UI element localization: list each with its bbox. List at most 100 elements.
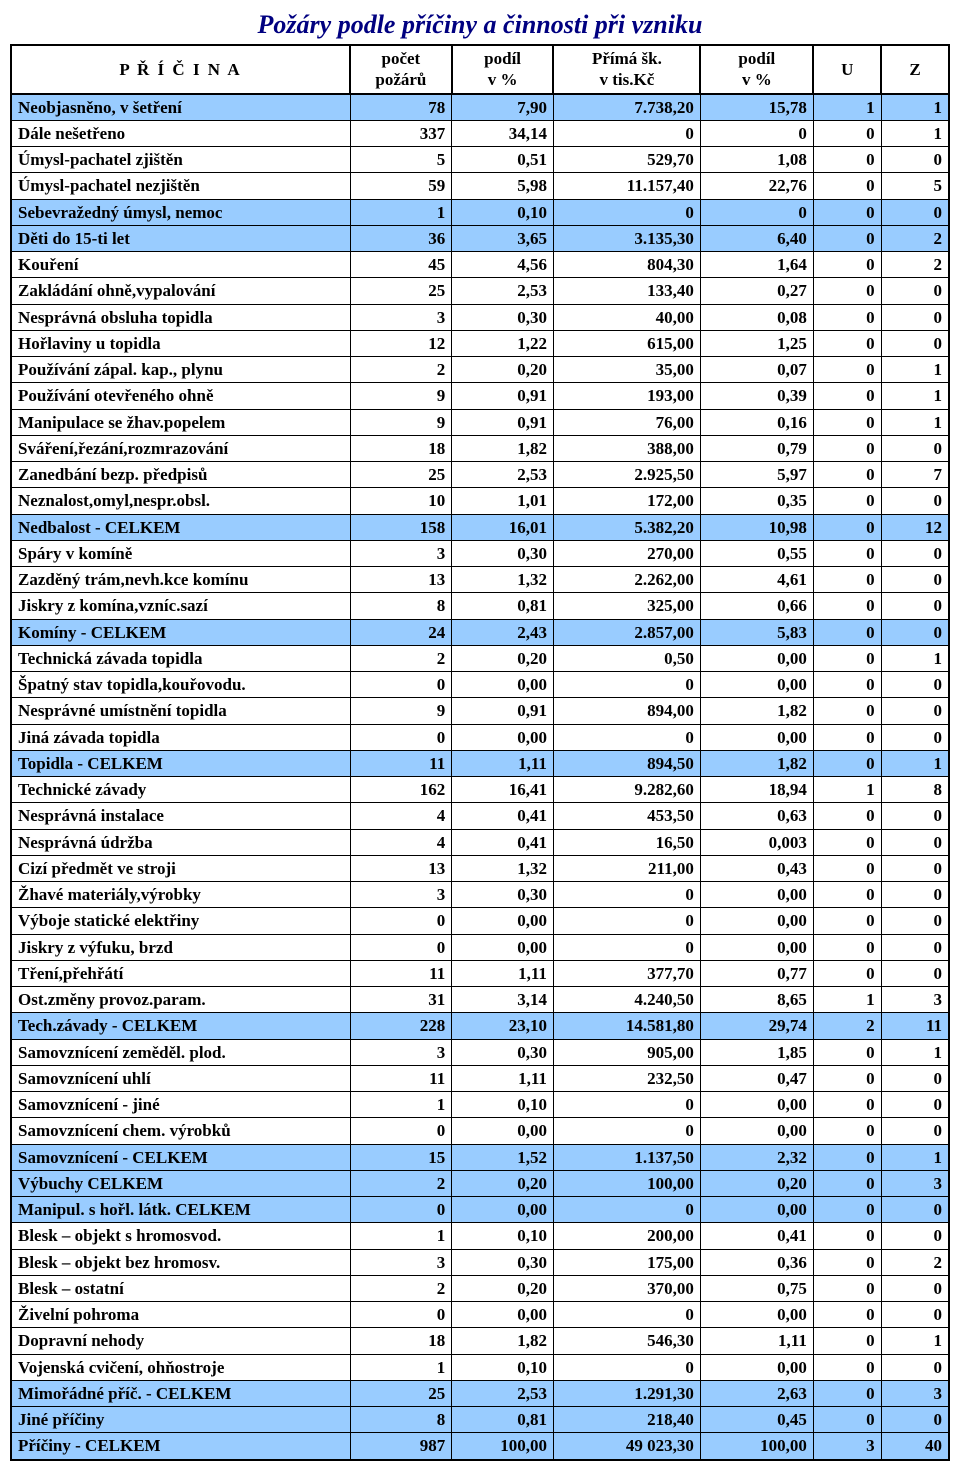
cell-value: 4.240,50 — [553, 987, 700, 1013]
cell-value: 1 — [881, 357, 949, 383]
cell-value: 0,45 — [700, 1407, 813, 1433]
cell-label: Topidla - CELKEM — [11, 750, 350, 776]
cell-value: 0 — [813, 593, 881, 619]
cell-value: 0 — [813, 1407, 881, 1433]
cell-value: 8 — [881, 777, 949, 803]
cell-value: 0 — [350, 934, 452, 960]
table-row: Blesk – objekt s hromosvod.10,10200,000,… — [11, 1223, 949, 1249]
cell-value: 0 — [813, 645, 881, 671]
cell-value: 0 — [813, 567, 881, 593]
cell-value: 905,00 — [553, 1039, 700, 1065]
cell-value: 0 — [881, 1065, 949, 1091]
cell-value: 0 — [813, 1144, 881, 1170]
cell-label: Samovznícení - jiné — [11, 1092, 350, 1118]
cell-value: 0 — [881, 672, 949, 698]
cell-value: 388,00 — [553, 435, 700, 461]
cell-value: 0 — [553, 1354, 700, 1380]
table-row: Používání otevřeného ohně90,91193,000,39… — [11, 383, 949, 409]
cell-value: 9 — [350, 383, 452, 409]
cell-value: 1 — [350, 199, 452, 225]
cell-label: Manipul. s hořl. látk. CELKEM — [11, 1197, 350, 1223]
table-row: Tření,přehřátí111,11377,700,7700 — [11, 960, 949, 986]
cell-value: 0 — [700, 120, 813, 146]
cell-value: 2,53 — [452, 1380, 554, 1406]
cell-value: 0 — [553, 934, 700, 960]
cell-value: 2,32 — [700, 1144, 813, 1170]
table-row: Nesprávná údržba40,4116,500,00300 — [11, 829, 949, 855]
cell-value: 5 — [881, 173, 949, 199]
table-row: Jiskry z výfuku, brzd00,0000,0000 — [11, 934, 949, 960]
cell-value: 0 — [813, 173, 881, 199]
cell-label: Samovznícení uhlí — [11, 1065, 350, 1091]
cell-value: 0,39 — [700, 383, 813, 409]
cell-value: 232,50 — [553, 1065, 700, 1091]
cell-value: 0,00 — [452, 672, 554, 698]
cell-value: 615,00 — [553, 330, 700, 356]
cell-label: Děti do 15-ti let — [11, 225, 350, 251]
cell-value: 0,00 — [700, 1092, 813, 1118]
cell-value: 0,10 — [452, 1354, 554, 1380]
cell-value: 59 — [350, 173, 452, 199]
cell-value: 0 — [813, 1223, 881, 1249]
cell-value: 0 — [881, 1197, 949, 1223]
table-row: Mimořádné příč. - CELKEM252,531.291,302,… — [11, 1380, 949, 1406]
cell-value: 11 — [881, 1013, 949, 1039]
cell-value: 18 — [350, 1328, 452, 1354]
cell-value: 804,30 — [553, 252, 700, 278]
cell-value: 377,70 — [553, 960, 700, 986]
cell-value: 0,30 — [452, 1039, 554, 1065]
cell-value: 1 — [881, 120, 949, 146]
cell-value: 10,98 — [700, 514, 813, 540]
cell-value: 0 — [881, 1302, 949, 1328]
cell-value: 0 — [813, 1275, 881, 1301]
cell-value: 0 — [881, 435, 949, 461]
table-row: Špatný stav topidla,kouřovodu.00,0000,00… — [11, 672, 949, 698]
cell-value: 0 — [813, 540, 881, 566]
cell-value: 23,10 — [452, 1013, 554, 1039]
cell-value: 0,00 — [700, 934, 813, 960]
cell-label: Technická závada topidla — [11, 645, 350, 671]
cell-value: 3 — [350, 882, 452, 908]
cell-value: 0,20 — [452, 1275, 554, 1301]
cell-value: 337 — [350, 120, 452, 146]
cell-label: Příčiny - CELKEM — [11, 1433, 350, 1460]
cell-value: 29,74 — [700, 1013, 813, 1039]
cell-value: 0 — [813, 960, 881, 986]
cell-value: 1,32 — [452, 855, 554, 881]
cell-value: 1,01 — [452, 488, 554, 514]
cell-value: 0 — [881, 934, 949, 960]
table-row: Manipulace se žhav.popelem90,9176,000,16… — [11, 409, 949, 435]
cell-value: 12 — [350, 330, 452, 356]
cell-value: 218,40 — [553, 1407, 700, 1433]
cell-value: 0 — [553, 120, 700, 146]
cell-value: 0,00 — [452, 934, 554, 960]
cell-value: 0 — [553, 1118, 700, 1144]
cell-value: 0,00 — [452, 908, 554, 934]
cell-value: 0,00 — [700, 1302, 813, 1328]
cell-value: 0,00 — [452, 724, 554, 750]
cell-value: 5 — [350, 147, 452, 173]
cell-label: Žhavé materiály,výrobky — [11, 882, 350, 908]
table-row: Výboje statické elektřiny00,0000,0000 — [11, 908, 949, 934]
cell-value: 4,61 — [700, 567, 813, 593]
cell-label: Cizí předmět ve stroji — [11, 855, 350, 881]
cell-value: 11 — [350, 960, 452, 986]
cell-value: 5,98 — [452, 173, 554, 199]
cell-value: 0 — [881, 619, 949, 645]
cell-value: 0 — [813, 724, 881, 750]
table-row: Ost.změny provoz.param.313,144.240,508,6… — [11, 987, 949, 1013]
cell-value: 0,41 — [452, 829, 554, 855]
cell-value: 1 — [813, 987, 881, 1013]
cell-label: Výbuchy CELKEM — [11, 1170, 350, 1196]
cell-value: 0 — [881, 488, 949, 514]
cell-value: 0 — [813, 409, 881, 435]
cell-value: 0,30 — [452, 1249, 554, 1275]
cell-label: Zazděný trám,nevh.kce komínu — [11, 567, 350, 593]
cell-value: 34,14 — [452, 120, 554, 146]
cell-label: Samovznícení - CELKEM — [11, 1144, 350, 1170]
cell-value: 2,53 — [452, 462, 554, 488]
cell-value: 76,00 — [553, 409, 700, 435]
cell-label: Živelní pohroma — [11, 1302, 350, 1328]
cell-value: 0 — [813, 619, 881, 645]
table-row: Děti do 15-ti let363,653.135,306,4002 — [11, 225, 949, 251]
